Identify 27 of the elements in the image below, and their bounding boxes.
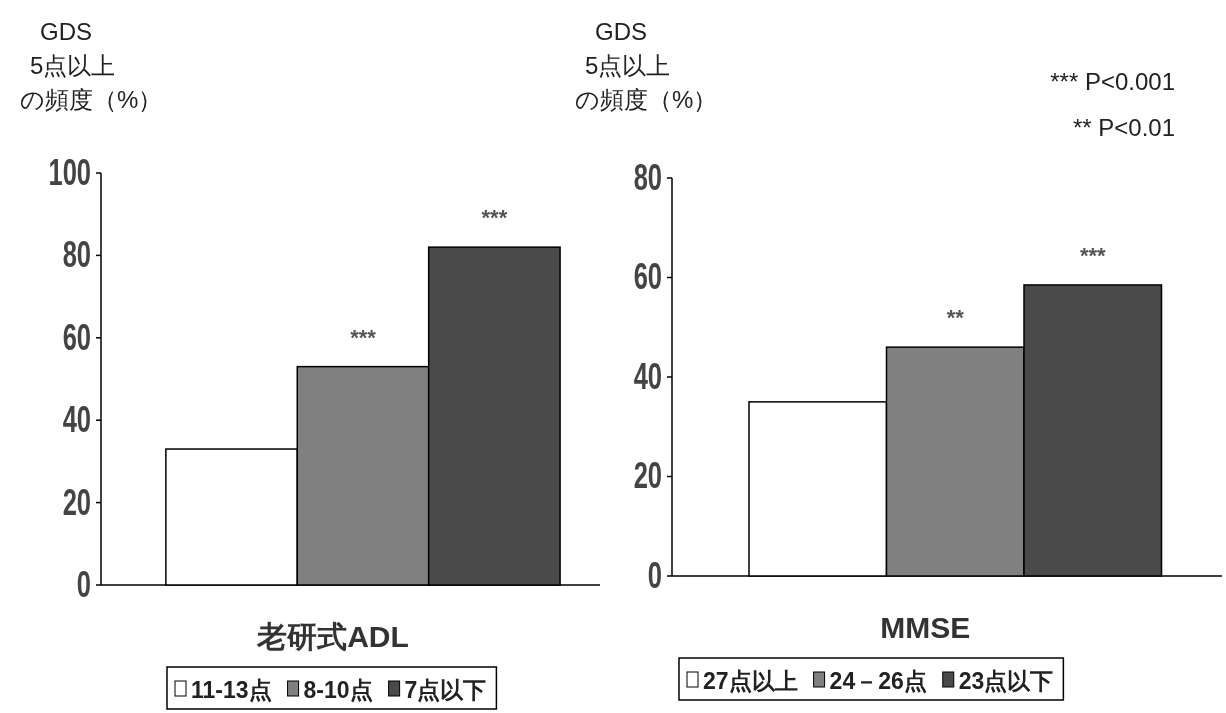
data-label: *** <box>350 324 377 350</box>
y-tick-label: 40 <box>62 398 91 441</box>
y-axis-title: GDS 5点以上の頻度（%） <box>575 18 718 113</box>
x-axis-title: 老研式ADL <box>256 620 409 653</box>
y-tick-label: 100 <box>48 151 91 194</box>
data-label: *** <box>481 205 508 231</box>
y-tick-label: 40 <box>633 355 662 398</box>
legend-label: 7点以下 <box>404 677 487 703</box>
text: *** P<0.001 <box>1050 68 1175 95</box>
legend-label: 23点以下 <box>958 668 1054 694</box>
y-tick-label: 60 <box>633 255 662 298</box>
legend-label: 11-13点 <box>191 677 272 703</box>
y-tick-label: 0 <box>647 554 662 597</box>
text: ** P<0.01 <box>1072 114 1175 141</box>
y-axis-title: GDS 5点以上の頻度（%） <box>20 18 163 113</box>
y-tick-label: 80 <box>62 233 91 276</box>
y-tick-label: 60 <box>62 315 91 358</box>
data-label: ** <box>946 305 965 331</box>
legend-label: 8-10点 <box>303 677 373 703</box>
y-tick-label: 80 <box>633 156 662 199</box>
y-tick-label: 20 <box>62 480 91 523</box>
y-tick-label: 0 <box>76 563 91 606</box>
x-axis-title: MMSE <box>880 611 971 644</box>
data-label: *** <box>1079 242 1107 268</box>
legend-label: 24－26点 <box>829 668 927 694</box>
y-tick-label: 20 <box>633 454 662 497</box>
legend-label: 27点以上 <box>703 668 798 694</box>
